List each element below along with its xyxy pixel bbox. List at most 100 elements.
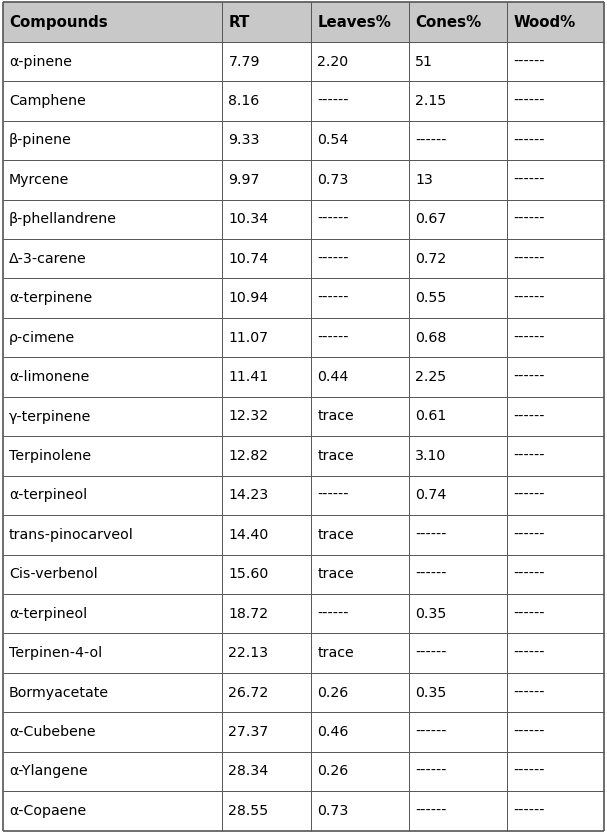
- Text: 9.33: 9.33: [228, 133, 260, 147]
- Bar: [222, 594, 311, 633]
- Bar: [507, 42, 604, 82]
- Bar: [311, 278, 409, 318]
- Text: Camphene: Camphene: [9, 94, 86, 108]
- Text: 0.72: 0.72: [415, 252, 447, 266]
- Bar: [409, 42, 507, 82]
- Bar: [3, 318, 222, 357]
- Text: ------: ------: [415, 804, 447, 818]
- Bar: [3, 476, 222, 515]
- Bar: [311, 42, 409, 82]
- Text: 10.74: 10.74: [228, 252, 269, 266]
- Bar: [409, 555, 507, 594]
- Bar: [311, 594, 409, 633]
- Bar: [507, 318, 604, 357]
- Text: ------: ------: [415, 133, 447, 147]
- Bar: [3, 555, 222, 594]
- Text: ------: ------: [514, 646, 545, 660]
- Text: 0.73: 0.73: [317, 804, 349, 818]
- Bar: [507, 239, 604, 278]
- Bar: [3, 751, 222, 791]
- Bar: [507, 594, 604, 633]
- Bar: [311, 160, 409, 200]
- Text: Cones%: Cones%: [415, 15, 481, 30]
- Bar: [222, 712, 311, 751]
- Bar: [409, 160, 507, 200]
- Text: trace: trace: [317, 567, 354, 581]
- Text: ------: ------: [514, 133, 545, 147]
- Bar: [507, 673, 604, 712]
- Bar: [507, 2, 604, 42]
- Text: 0.35: 0.35: [415, 686, 447, 700]
- Bar: [311, 751, 409, 791]
- Text: Cis-verbenol: Cis-verbenol: [9, 567, 98, 581]
- Text: α-terpineol: α-terpineol: [9, 488, 87, 502]
- Text: ------: ------: [415, 567, 447, 581]
- Bar: [3, 160, 222, 200]
- Text: β-phellandrene: β-phellandrene: [9, 212, 117, 227]
- Text: 28.34: 28.34: [228, 765, 269, 778]
- Text: Wood%: Wood%: [514, 15, 575, 30]
- Bar: [222, 555, 311, 594]
- Text: ------: ------: [415, 725, 447, 739]
- Text: 0.73: 0.73: [317, 173, 349, 187]
- Bar: [409, 82, 507, 121]
- Bar: [222, 200, 311, 239]
- Text: ------: ------: [415, 646, 447, 660]
- Text: 0.74: 0.74: [415, 488, 447, 502]
- Bar: [222, 436, 311, 476]
- Bar: [311, 82, 409, 121]
- Bar: [409, 791, 507, 831]
- Text: ------: ------: [317, 292, 349, 305]
- Text: 0.55: 0.55: [415, 292, 447, 305]
- Text: 14.23: 14.23: [228, 488, 269, 502]
- Bar: [3, 515, 222, 555]
- Bar: [507, 436, 604, 476]
- Text: Δ-3-carene: Δ-3-carene: [9, 252, 87, 266]
- Bar: [222, 476, 311, 515]
- Bar: [222, 121, 311, 160]
- Bar: [222, 357, 311, 397]
- Bar: [311, 436, 409, 476]
- Bar: [222, 673, 311, 712]
- Text: ρ-cimene: ρ-cimene: [9, 331, 75, 345]
- Bar: [409, 673, 507, 712]
- Text: Bormyacetate: Bormyacetate: [9, 686, 109, 700]
- Text: 3.10: 3.10: [415, 449, 447, 463]
- Text: trace: trace: [317, 449, 354, 463]
- Bar: [409, 436, 507, 476]
- Bar: [409, 239, 507, 278]
- Text: ------: ------: [514, 370, 545, 384]
- Text: 8.16: 8.16: [228, 94, 260, 108]
- Text: 15.60: 15.60: [228, 567, 269, 581]
- Text: ------: ------: [514, 331, 545, 345]
- Bar: [311, 397, 409, 436]
- Bar: [507, 476, 604, 515]
- Bar: [311, 200, 409, 239]
- Bar: [507, 712, 604, 751]
- Text: ------: ------: [514, 804, 545, 818]
- Bar: [3, 200, 222, 239]
- Bar: [409, 121, 507, 160]
- Bar: [409, 633, 507, 673]
- Text: 28.55: 28.55: [228, 804, 269, 818]
- Bar: [311, 791, 409, 831]
- Bar: [409, 397, 507, 436]
- Bar: [3, 2, 222, 42]
- Text: trace: trace: [317, 410, 354, 423]
- Text: ------: ------: [415, 528, 447, 541]
- Bar: [311, 515, 409, 555]
- Text: 14.40: 14.40: [228, 528, 269, 541]
- Text: 18.72: 18.72: [228, 606, 268, 621]
- Text: 51: 51: [415, 55, 433, 68]
- Bar: [3, 121, 222, 160]
- Text: γ-terpinene: γ-terpinene: [9, 410, 92, 423]
- Bar: [311, 476, 409, 515]
- Bar: [311, 318, 409, 357]
- Text: ------: ------: [514, 567, 545, 581]
- Text: ------: ------: [514, 606, 545, 621]
- Bar: [3, 357, 222, 397]
- Text: 9.97: 9.97: [228, 173, 260, 187]
- Text: ------: ------: [514, 252, 545, 266]
- Bar: [409, 712, 507, 751]
- Bar: [507, 555, 604, 594]
